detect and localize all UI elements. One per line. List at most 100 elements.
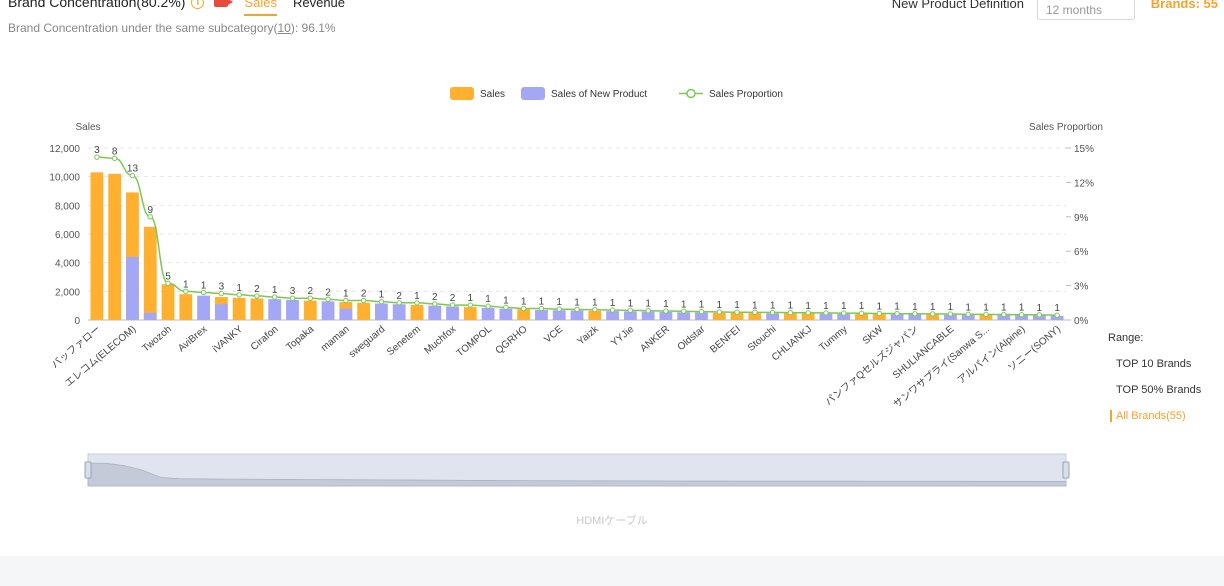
chart-legend[interactable]: Sales Sales of New Product Sales Proportio… [450,87,783,100]
proportion-point [929,311,936,317]
sales-bar [588,310,602,320]
sales-bar [428,305,442,320]
subtitle-suffix: ): 96.1% [290,21,336,35]
bar-count-label: 1 [574,297,580,308]
proportion-point [325,296,331,303]
x-tick-label: SKW [861,324,886,347]
sales-bar [374,303,388,320]
bar-count-label: 1 [859,301,865,312]
bar-count-label: 1 [414,291,420,302]
x-tick-label: iVANKY [211,324,245,355]
x-tick-label: AviBrex [176,324,209,354]
sales-bar [108,173,122,320]
proportion-point [1054,312,1060,318]
bar-count-label: 1 [663,299,669,310]
bar-count-label: 2 [325,287,331,298]
sales-bar [908,314,922,320]
bar-count-label: 1 [521,297,527,308]
proportion-point [307,295,313,301]
y2-tick-label: 3% [1074,282,1089,293]
bar-count-label: 1 [699,300,705,311]
proportion-point [627,307,634,314]
proportion-line[interactable] [94,154,1060,318]
sales-bar [819,313,833,320]
sales-bar [303,300,317,320]
range-all[interactable]: All Brands(55) [1110,410,1201,422]
y2-axis-ticks: 0% 3% 6% 9% 12% 15% [1066,144,1094,327]
proportion-point [538,305,545,312]
sales-bar [481,307,495,320]
sales-bar [552,310,566,320]
proportion-point [734,309,740,315]
bar-count-label: 1 [841,301,847,312]
data-zoom-slider[interactable] [84,453,1070,487]
x-tick-label: BENFEI [708,324,743,356]
months-select[interactable]: 12 months [1037,0,1135,20]
y2-axis-title: Sales Proportion [1029,122,1103,133]
tab-revenue[interactable]: Revenue [292,0,346,10]
sales-bar [926,314,940,320]
bar-count-label: 1 [379,290,385,301]
sales-bar [446,306,459,320]
legend-label: Sales [480,89,505,100]
brand-concentration-chart: Sales Sales of New Product Sales Proportio… [49,87,1103,487]
y2-tick-label: 0% [1074,316,1089,327]
bar-count-label: 3 [94,145,100,156]
legend-label: Sales of New Product [551,89,647,100]
bar-count-label: 1 [628,298,634,309]
bar-count-label: 1 [716,300,722,311]
zoom-handle [84,461,92,479]
proportion-point [805,310,811,316]
bar-series[interactable] [90,172,1064,320]
x-tick-label: Oldstar [676,323,708,353]
video-icon[interactable] [214,0,234,7]
x-tick-label: QGRHO [494,324,530,357]
bar-count-label: 1 [948,302,954,313]
sales-bar [410,304,424,320]
range-title: Range: [1108,332,1144,344]
sales-bar [730,312,744,320]
bar-count-label: 1 [734,300,740,311]
bar-count-label: 1 [485,294,491,305]
sales-bar [641,311,655,320]
proportion-point [378,298,385,305]
sales-bar [659,311,673,320]
bar-count-label: 1 [556,297,562,308]
proportion-point [592,306,598,313]
range-top50[interactable]: TOP 50% Brands [1116,384,1202,396]
y-tick-label: 2,000 [55,287,80,298]
bar-count-label: 1 [877,301,883,312]
zoom-preview [87,462,1067,487]
y-tick-label: 12,000 [49,144,80,155]
proportion-point [823,310,829,316]
range-top10[interactable]: TOP 10 Brands [1116,358,1192,370]
bar-count-label: 2 [307,286,313,297]
sales-bar [499,308,513,320]
sales-bar [321,301,335,320]
category-watermark: HDMIケーブル [576,515,648,527]
bar-count-label: 1 [1019,303,1025,314]
proportion-point [467,302,474,308]
x-tick-label: CHLIANKJ [770,324,814,364]
proportion-point [1001,311,1007,318]
sales-bar [997,315,1011,320]
sales-bar [570,310,584,320]
sales-bar [250,298,264,320]
y2-tick-label: 15% [1074,144,1094,155]
bar-count-label: 1 [912,302,918,313]
y2-tick-label: 9% [1074,213,1089,224]
tab-sales[interactable]: Sales [244,0,277,16]
sales-bar [268,299,282,320]
sales-bar [161,284,175,320]
subcategory-link[interactable]: 10 [277,21,291,35]
sales-bar [712,312,726,320]
sales-bar [535,309,548,320]
x-tick-label: Stouchi [746,324,779,354]
sales-bar [872,314,886,320]
y-tick-label: 4,000 [55,259,80,270]
proportion-point [894,310,900,317]
bar-count-label: 1 [468,293,474,304]
new-product-bar [339,308,353,320]
bar-count-label: 1 [1001,302,1007,313]
